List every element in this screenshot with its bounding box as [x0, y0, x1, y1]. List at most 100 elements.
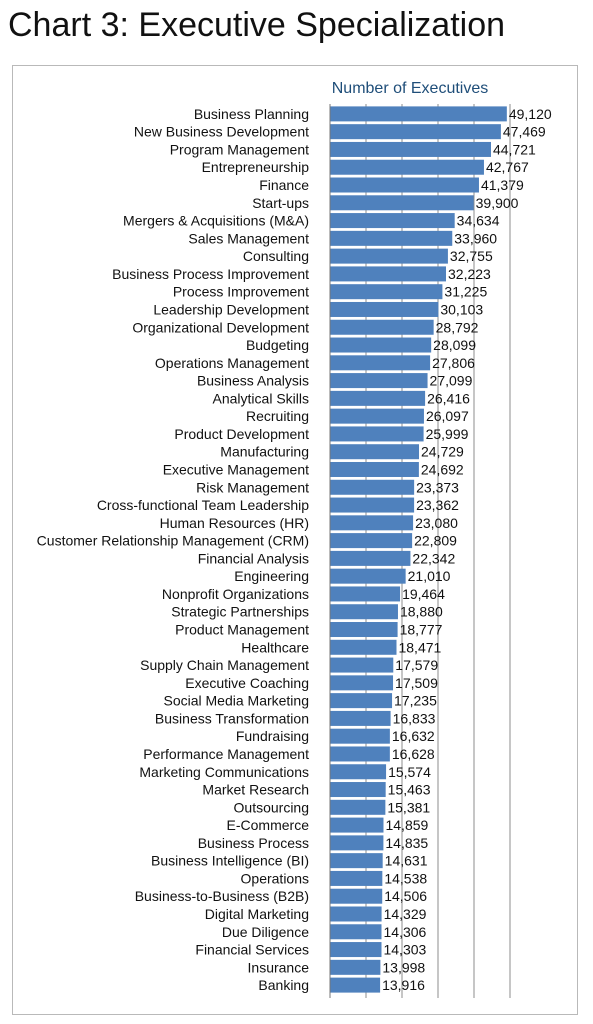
value-label: 32,223	[448, 266, 491, 282]
bar	[330, 444, 420, 460]
bar	[330, 515, 414, 531]
category-label: E-Commerce	[227, 817, 310, 833]
value-label: 14,538	[384, 870, 427, 886]
bar	[330, 675, 394, 691]
bar	[330, 586, 401, 602]
category-label: Consulting	[243, 248, 309, 264]
value-label: 16,632	[392, 728, 435, 744]
category-label: Mergers & Acquisitions (M&A)	[123, 213, 309, 229]
value-label: 13,916	[382, 977, 425, 993]
value-label: 15,574	[388, 764, 431, 780]
category-label: Product Management	[175, 622, 309, 638]
category-labels: Business Planning New Business Developmen…	[37, 106, 310, 993]
bars	[330, 106, 507, 993]
value-label: 26,097	[426, 408, 469, 424]
category-label: Banking	[258, 977, 309, 993]
bar	[330, 373, 428, 389]
category-label: Marketing Communications	[139, 764, 309, 780]
value-label: 16,628	[392, 746, 435, 762]
category-label: Supply Chain Management	[140, 657, 309, 673]
value-label: 14,835	[385, 835, 428, 851]
bar	[330, 764, 387, 780]
bar	[330, 799, 386, 815]
bar	[330, 177, 479, 193]
bar	[330, 266, 447, 282]
bar	[330, 835, 384, 851]
category-label: Executive Coaching	[185, 675, 309, 691]
chart-frame	[12, 65, 578, 1015]
value-label: 22,809	[414, 533, 457, 549]
bar	[330, 106, 507, 122]
category-label: Customer Relationship Management (CRM)	[37, 533, 309, 549]
bar	[330, 942, 382, 958]
category-label: Business Intelligence (BI)	[151, 853, 309, 869]
bar	[330, 213, 455, 229]
value-label: 34,634	[457, 213, 500, 229]
category-label: Executive Management	[163, 461, 309, 477]
value-label: 17,579	[395, 657, 438, 673]
value-label: 28,099	[433, 337, 476, 353]
category-label: Outsourcing	[234, 799, 309, 815]
bar	[330, 639, 397, 655]
bar	[330, 550, 411, 566]
bar	[330, 284, 443, 300]
category-label: Human Resources (HR)	[160, 515, 309, 531]
category-label: Finance	[259, 177, 309, 193]
bar	[330, 959, 381, 975]
value-label: 18,471	[398, 639, 441, 655]
value-label: 24,729	[421, 444, 464, 460]
value-label: 33,960	[454, 230, 497, 246]
category-label: Sales Management	[188, 230, 309, 246]
category-label: Process Improvement	[173, 284, 309, 300]
category-label: Program Management	[170, 141, 309, 157]
value-label: 39,900	[476, 195, 519, 211]
bar	[330, 479, 415, 495]
value-label: 14,303	[383, 942, 426, 958]
bar	[330, 622, 398, 638]
category-label: Social Media Marketing	[163, 693, 309, 709]
bar	[330, 924, 382, 940]
bar	[330, 390, 426, 406]
category-label: Business Analysis	[197, 373, 309, 389]
bar	[330, 568, 406, 584]
bar	[330, 426, 424, 442]
bar	[330, 301, 439, 317]
value-label: 30,103	[440, 301, 483, 317]
category-label: Budgeting	[246, 337, 309, 353]
value-label: 27,806	[432, 355, 475, 371]
category-label: Cross-functional Team Leadership	[97, 497, 309, 513]
bar	[330, 853, 383, 869]
category-label: Product Development	[174, 426, 309, 442]
bar	[330, 888, 383, 904]
bar	[330, 248, 448, 264]
value-label: 15,463	[388, 782, 431, 798]
category-label: Nonprofit Organizations	[162, 586, 309, 602]
value-label: 42,767	[486, 159, 529, 175]
value-label: 17,235	[394, 693, 437, 709]
value-label: 22,342	[412, 550, 455, 566]
value-label: 24,692	[421, 461, 464, 477]
category-label: Operations	[241, 870, 309, 886]
value-label: 18,880	[400, 604, 443, 620]
bar	[330, 533, 413, 549]
category-label: Entrepreneurship	[202, 159, 310, 175]
category-label: Analytical Skills	[213, 390, 309, 406]
category-label: Engineering	[234, 568, 309, 584]
bar	[330, 230, 453, 246]
value-label: 18,777	[400, 622, 443, 638]
category-label: Insurance	[248, 959, 310, 975]
category-label: Digital Marketing	[205, 906, 309, 922]
value-label: 16,833	[393, 710, 436, 726]
category-label: Financial Services	[195, 942, 309, 958]
bar	[330, 906, 382, 922]
bar	[330, 337, 432, 353]
category-label: Due Diligence	[222, 924, 309, 940]
bar	[330, 159, 484, 175]
value-label: 27,099	[430, 373, 473, 389]
value-label: 23,080	[415, 515, 458, 531]
bar	[330, 195, 474, 211]
category-label: Recruiting	[246, 408, 309, 424]
bar	[330, 461, 419, 477]
category-label: Strategic Partnerships	[171, 604, 309, 620]
